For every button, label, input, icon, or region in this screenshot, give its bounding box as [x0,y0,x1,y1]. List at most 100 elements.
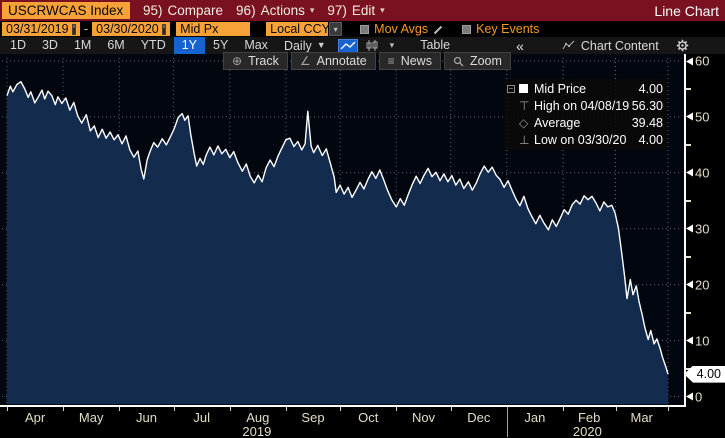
window-title: Line Chart [654,2,719,19]
legend-row-average[interactable]: ◇ Average 39.48 [519,115,663,130]
key-events-toggle[interactable]: Key Events [462,22,539,36]
x-axis-month-label: Dec [467,410,491,425]
x-axis-tick [563,407,564,411]
y-axis-tick: 40 [686,165,709,180]
legend-value: 4.00 [638,132,663,147]
menu-number: 96) [236,3,256,18]
track-button[interactable]: ⊕ Track [223,52,288,70]
axis-arrow-icon [686,57,693,65]
range-tab-1d[interactable]: 1D [10,38,26,52]
legend-value: 4.00 [638,81,663,96]
dropdown-caret-icon: ▼ [316,40,326,50]
y-axis-tick: 60 [686,54,709,69]
high-marker-icon: ⊤ [519,98,530,113]
table-button[interactable]: Table [420,38,451,52]
mini-chart-icon [562,40,575,50]
axis-arrow-icon [686,280,693,289]
menu-compare[interactable]: 95) Compare [143,3,224,18]
calendar-icon[interactable] [71,23,76,35]
price-field-select[interactable]: Mid Px [176,22,251,36]
x-axis-tick [340,407,342,411]
range-tab-ytd[interactable]: YTD [140,38,166,52]
x-axis-month-label: Jan [524,410,546,425]
range-tab-1y-selected[interactable]: 1Y [173,37,206,54]
axis-arrow-icon [686,224,693,233]
legend-expander-icon[interactable]: − [507,83,515,93]
legend-row-mid-price[interactable]: − Mid Price 4.00 [507,81,663,96]
x-axis-month-label: Sep [301,410,325,425]
range-tab-6m[interactable]: 6M [107,38,125,52]
date-from-field[interactable]: 03/31/2019 [2,22,80,36]
menu-number: 97) [327,3,347,18]
y-axis: 0 10 20 30 40 50 60 [684,0,725,438]
chart-type-switcher: ▾ [337,38,395,53]
x-axis-tick [285,407,287,411]
legend-row-low[interactable]: ⊥ Low on 03/30/20 4.00 [519,132,663,147]
y-axis-tick: 50 [686,109,709,124]
price-line [6,81,669,375]
y-axis-label: 30 [695,221,710,237]
menu-actions[interactable]: 96) Actions ▾ [236,3,315,18]
collapse-panel-button[interactable]: « [516,37,524,54]
x-axis: Apr May Jun Jul Aug Sep Oct Nov Dec Jan Feb Mar 2019… [0,405,690,438]
y-axis-minor-tick [686,311,691,314]
range-tab-max[interactable]: Max [244,38,268,52]
x-axis-month-label: Feb [577,410,601,425]
x-axis-tick [396,407,398,411]
range-tab-5y[interactable]: 5Y [213,38,229,52]
calendar-icon[interactable] [161,23,167,35]
y-axis-label: 10 [695,333,710,349]
settings-bar: 03/31/2019 - 03/30/2020 Mid Px Local CCY… [0,21,725,37]
x-axis-tick [450,407,452,411]
x-axis-month-label: Apr [24,410,46,425]
menu-number: 95) [143,3,163,18]
y-axis-minor-tick [686,367,691,370]
x-axis-tick [229,407,231,411]
y-axis-minor-tick [686,199,691,202]
zoom-button[interactable]: Zoom [443,52,511,70]
x-axis-month-label: Oct [358,410,379,425]
x-axis-month-label: Jun [136,410,157,425]
line-chart-type-icon[interactable] [337,38,358,53]
x-axis-tick [668,407,669,411]
candlestick-chart-type-icon[interactable] [362,39,382,53]
x-axis-month-label: May [78,410,104,425]
chart-content-button[interactable]: Chart Content [562,39,659,53]
period-select[interactable]: Daily ▼ [283,38,326,53]
news-button[interactable]: ≡ News [378,52,441,70]
y-axis-minor-tick [686,255,691,258]
y-axis-minor-tick [686,143,691,146]
y-axis-tick: 0 [686,389,702,404]
checkbox-icon[interactable] [360,24,370,34]
security-field[interactable]: USCRWCAS Index [2,2,130,19]
y-axis-label: 40 [695,165,710,181]
y-axis-line [684,54,686,406]
pencil-icon[interactable] [433,24,444,35]
date-to-field[interactable]: 03/30/2020 [92,22,171,36]
menu-edit[interactable]: 97) Edit ▾ [327,3,385,18]
chart-type-dropdown-icon[interactable]: ▾ [389,40,395,50]
news-icon: ≡ [387,54,395,68]
range-tab-1m[interactable]: 1M [73,38,92,52]
mov-avgs-toggle[interactable]: Mov Avgs [360,22,444,36]
low-marker-icon: ⊥ [519,132,530,147]
last-price-axis-tag: 4.00 [684,365,725,383]
axis-arrow-icon [686,168,693,177]
currency-select[interactable]: Local CCY [266,22,330,36]
x-axis-year-label: 2019 [242,424,272,438]
currency-dropdown-button[interactable]: ▾ [329,22,343,36]
y-axis-label: 0 [695,389,703,404]
checkbox-icon[interactable] [462,24,472,34]
range-tab-3d[interactable]: 3D [41,38,58,52]
x-axis-month-label: Nov [411,410,436,425]
axis-arrow-icon [686,392,693,401]
dropdown-caret-icon: ▾ [380,5,385,15]
y-axis-label: 50 [695,109,710,125]
mid-price-marker-icon [519,84,528,93]
settings-gear-button[interactable] [676,39,689,52]
legend-row-high[interactable]: ⊤ High on 04/08/19 56.30 [519,98,663,113]
annotate-button[interactable]: ∠ Annotate [290,52,376,70]
chart-tools-bar: ⊕ Track ∠ Annotate ≡ News Zoom [223,52,511,70]
y-axis-label: 60 [695,53,710,69]
